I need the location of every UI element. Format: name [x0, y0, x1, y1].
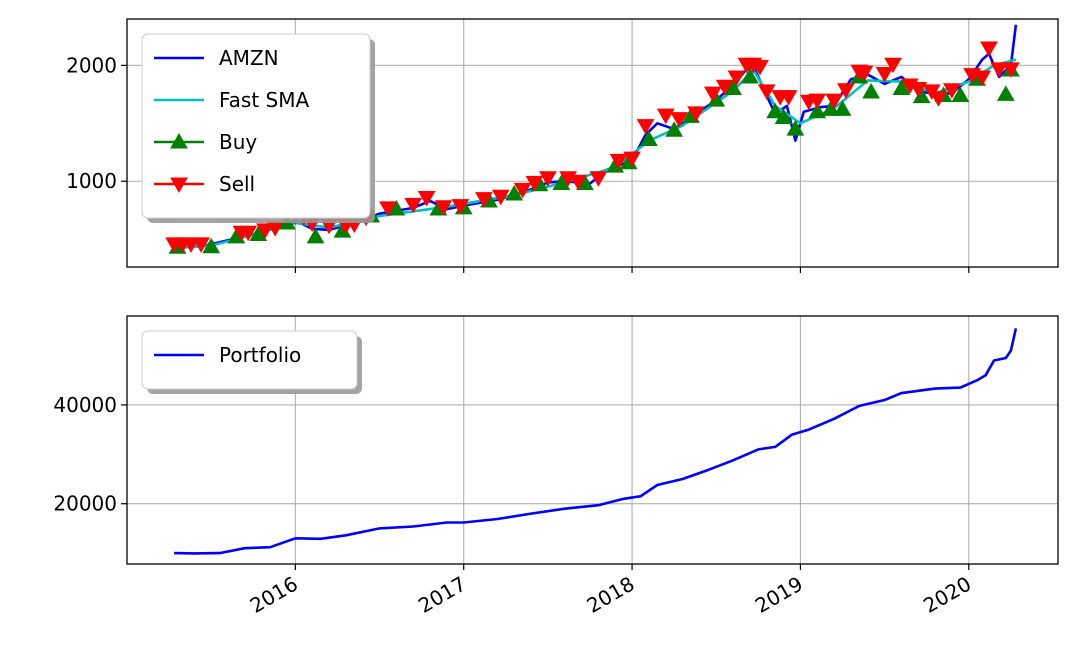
buy-marker [808, 102, 827, 119]
portfolio-plot-area [174, 328, 1018, 555]
sell-marker [715, 79, 734, 96]
sell-marker [837, 83, 855, 99]
sell-marker [670, 112, 689, 128]
portfolio-axes: 20000 40000 2016 2017 2018 2019 2020 Portfoli… [53, 315, 1059, 618]
buy-marker [892, 79, 911, 96]
buy-marker [665, 121, 684, 137]
portfolio-x-tick-label: 2016 [246, 572, 302, 618]
sell-marker [417, 190, 436, 207]
sell-legend-label: Sell [219, 172, 255, 196]
buy-marker [833, 100, 852, 116]
buy-marker [821, 100, 840, 116]
buy-marker [951, 86, 970, 102]
price-x-ticks [294, 267, 970, 273]
sell-marker [973, 70, 992, 86]
portfolio-legend-box [141, 330, 358, 390]
fast-sma-legend-label: Fast SMA [219, 88, 309, 112]
portfolio-legend: Portfolio [141, 330, 362, 394]
sell-marker [379, 201, 397, 217]
price-plot-area [165, 24, 1020, 254]
portfolio-legend-label: Portfolio [219, 343, 301, 367]
portfolio-grid [127, 316, 1058, 564]
sell-marker [943, 83, 961, 99]
sell-marker [929, 91, 948, 107]
sell-marker [980, 41, 998, 57]
sell-marker [751, 60, 769, 76]
price-legend: AMZN Fast SMA Buy Sell [141, 33, 375, 223]
buy-marker [552, 174, 571, 191]
sell-marker [825, 93, 843, 110]
portfolio-x-ticks: 2016 2017 2018 2019 2020 [246, 564, 975, 618]
buy-marker [766, 102, 785, 119]
sell-marker [757, 84, 776, 100]
buy-marker [774, 108, 793, 125]
sell-marker [569, 174, 588, 191]
sell-marker [609, 153, 628, 170]
sell-marker [256, 223, 274, 239]
buy-marker [505, 184, 524, 201]
price-y-ticks: 1000 2000 [66, 53, 127, 193]
price-y-tick-label: 1000 [66, 169, 117, 193]
price-legend-box [141, 33, 371, 219]
sell-marker [656, 108, 675, 125]
sell-marker [434, 200, 453, 216]
buy-legend-marker [170, 132, 188, 149]
price-axes-frame [126, 18, 1059, 268]
portfolio-axes-frame [126, 315, 1059, 565]
buy-legend-label: Buy [219, 130, 257, 154]
sell-marker [779, 90, 798, 106]
sell-marker [808, 93, 827, 110]
sell-marker [623, 151, 641, 168]
sell-marker [192, 237, 210, 253]
portfolio-x-tick-label: 2020 [919, 572, 975, 618]
sell-marker [475, 192, 493, 208]
buy-marker [306, 227, 325, 244]
sell-marker [990, 62, 1008, 78]
portfolio-x-tick-label: 2017 [414, 572, 470, 618]
sell-marker [704, 86, 722, 103]
buy-marker [640, 130, 658, 147]
sell-marker [451, 199, 470, 215]
buy-marker [996, 85, 1015, 101]
buy-marker [862, 83, 880, 99]
sell-marker [239, 225, 258, 242]
sell-marker [589, 171, 608, 187]
price-y-tick-label: 2000 [66, 53, 117, 77]
buy-marker [724, 79, 742, 96]
sell-marker [909, 82, 928, 98]
price-axes: 1000 2000 AMZN Fast SMA Buy Sell [66, 18, 1059, 273]
sell-marker [875, 66, 894, 83]
sell-marker [636, 119, 655, 135]
portfolio-y-ticks: 20000 40000 [53, 393, 127, 516]
buy-marker [202, 237, 221, 254]
portfolio-x-tick-label: 2018 [582, 572, 638, 618]
sell-marker [855, 65, 874, 82]
sell-legend-marker [170, 177, 188, 194]
portfolio-x-tick-label: 2019 [751, 572, 807, 618]
portfolio-y-tick-label: 20000 [53, 492, 117, 516]
sell-marker [404, 197, 423, 214]
sell-marker [525, 175, 544, 192]
sell-marker [1001, 62, 1020, 78]
buy-marker [741, 67, 759, 84]
sell-marker [513, 182, 532, 199]
sell-marker [539, 171, 557, 187]
portfolio-y-tick-label: 40000 [53, 393, 117, 417]
sell-marker [687, 106, 705, 122]
amzn-legend-label: AMZN [219, 46, 279, 70]
sell-marker [727, 70, 746, 86]
sell-marker [491, 189, 510, 206]
sell-marker [884, 57, 902, 74]
portfolio-series-line [174, 328, 1018, 555]
buy-marker [786, 120, 805, 136]
